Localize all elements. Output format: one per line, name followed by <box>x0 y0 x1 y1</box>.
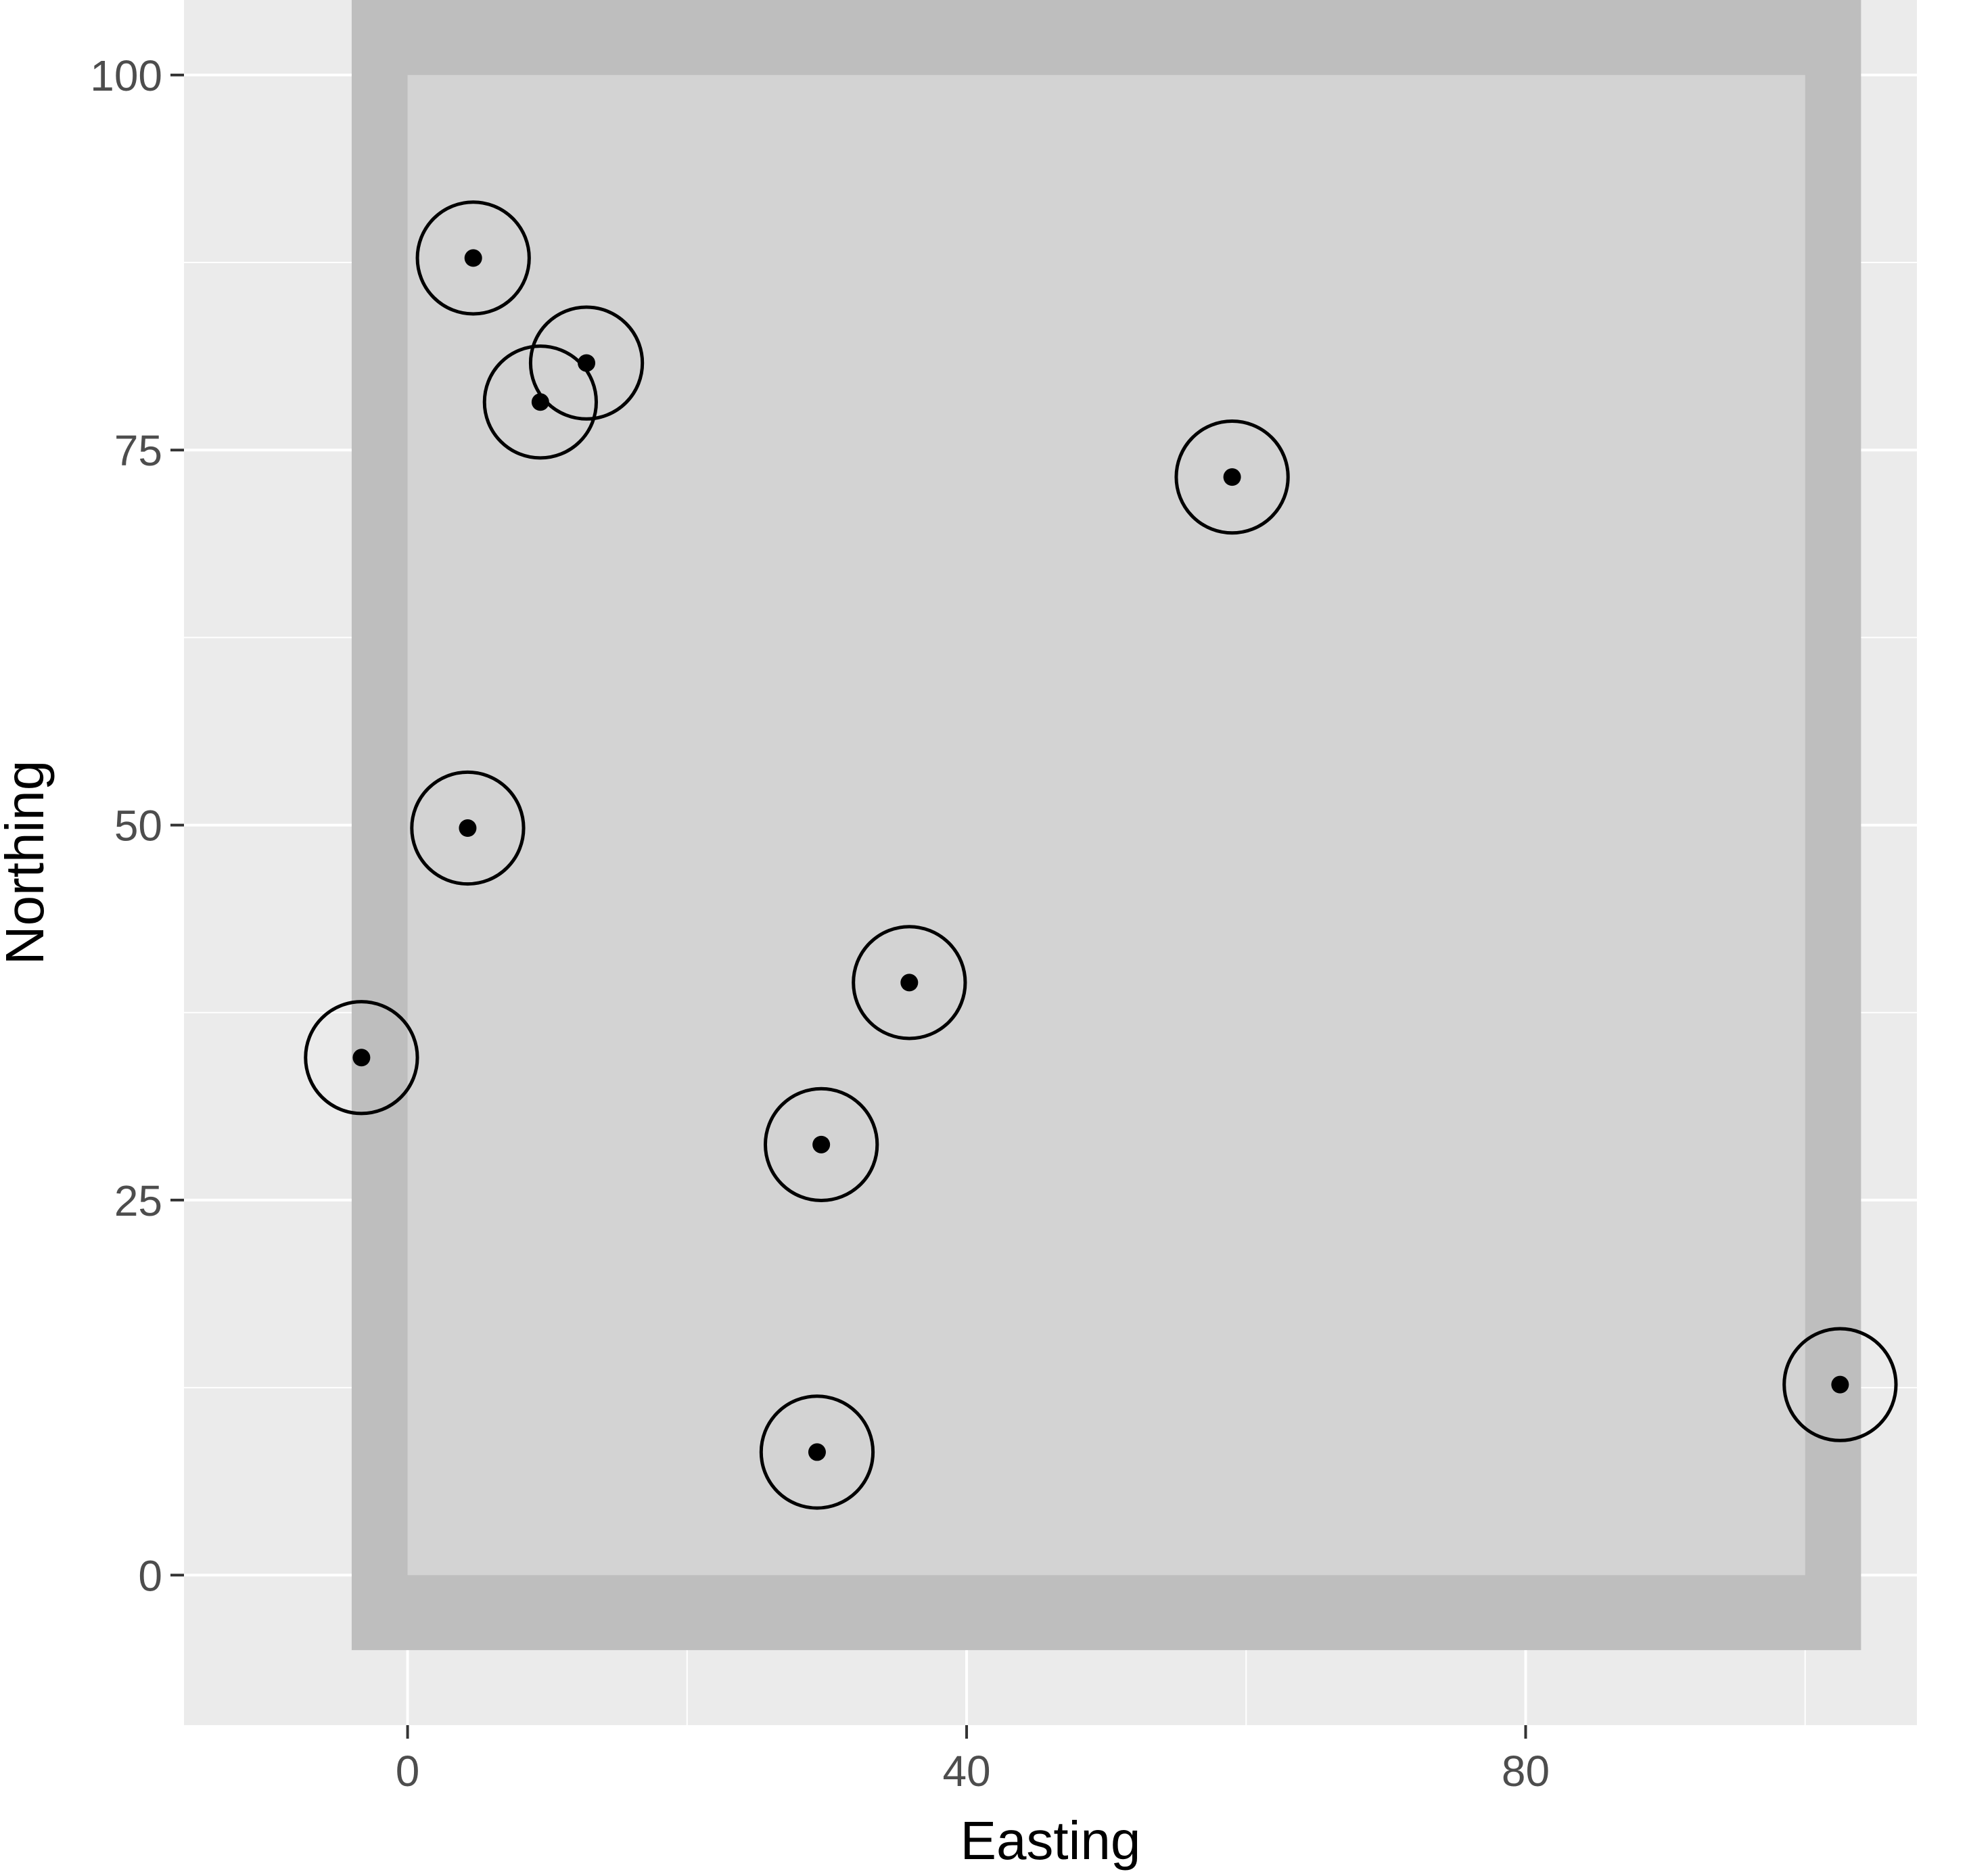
data-point <box>459 819 477 837</box>
buffer-circle <box>1782 1327 1898 1442</box>
buffer-circle <box>1174 419 1290 535</box>
y-tick-label: 100 <box>90 51 162 100</box>
buffer-circle <box>482 344 599 460</box>
data-point <box>464 249 482 267</box>
y-tick-label: 0 <box>138 1551 162 1600</box>
point-group <box>304 1000 419 1116</box>
buffer-circle <box>304 1000 419 1116</box>
point-group <box>852 925 967 1040</box>
axes: 0 40 80 0 25 50 75 100 <box>90 51 1550 1795</box>
point-group <box>415 200 531 316</box>
y-axis-title: Northing <box>0 760 55 965</box>
study-area <box>351 0 1861 1651</box>
x-tick-label: 40 <box>942 1747 990 1795</box>
buffer-circle <box>764 1086 879 1203</box>
x-tick-label: 0 <box>396 1747 420 1795</box>
y-tick-label: 50 <box>114 802 162 850</box>
point-group <box>759 1394 875 1510</box>
buffer-circle <box>528 305 645 421</box>
points-layer <box>304 200 1898 1510</box>
y-tick-label: 75 <box>114 426 162 475</box>
data-point <box>1831 1375 1849 1394</box>
point-group <box>482 344 599 460</box>
buffer-circle <box>410 770 526 886</box>
y-tick-label: 25 <box>114 1176 162 1225</box>
buffer-circle <box>759 1394 875 1510</box>
data-point <box>808 1443 826 1461</box>
buffer-circle <box>415 200 531 316</box>
x-axis-title: Easting <box>961 1810 1141 1871</box>
inner-study-area <box>407 74 1805 1576</box>
data-point <box>531 393 549 411</box>
data-point <box>1223 468 1241 486</box>
point-group <box>528 305 645 421</box>
point-group <box>1782 1327 1898 1442</box>
point-group <box>410 770 526 886</box>
x-tick-label: 80 <box>1502 1747 1550 1795</box>
data-point <box>812 1135 831 1153</box>
point-group <box>1174 419 1290 535</box>
data-point <box>578 354 596 372</box>
data-point <box>900 974 919 992</box>
buffer-circle <box>852 925 967 1040</box>
data-point <box>352 1049 371 1067</box>
point-group <box>764 1086 879 1203</box>
